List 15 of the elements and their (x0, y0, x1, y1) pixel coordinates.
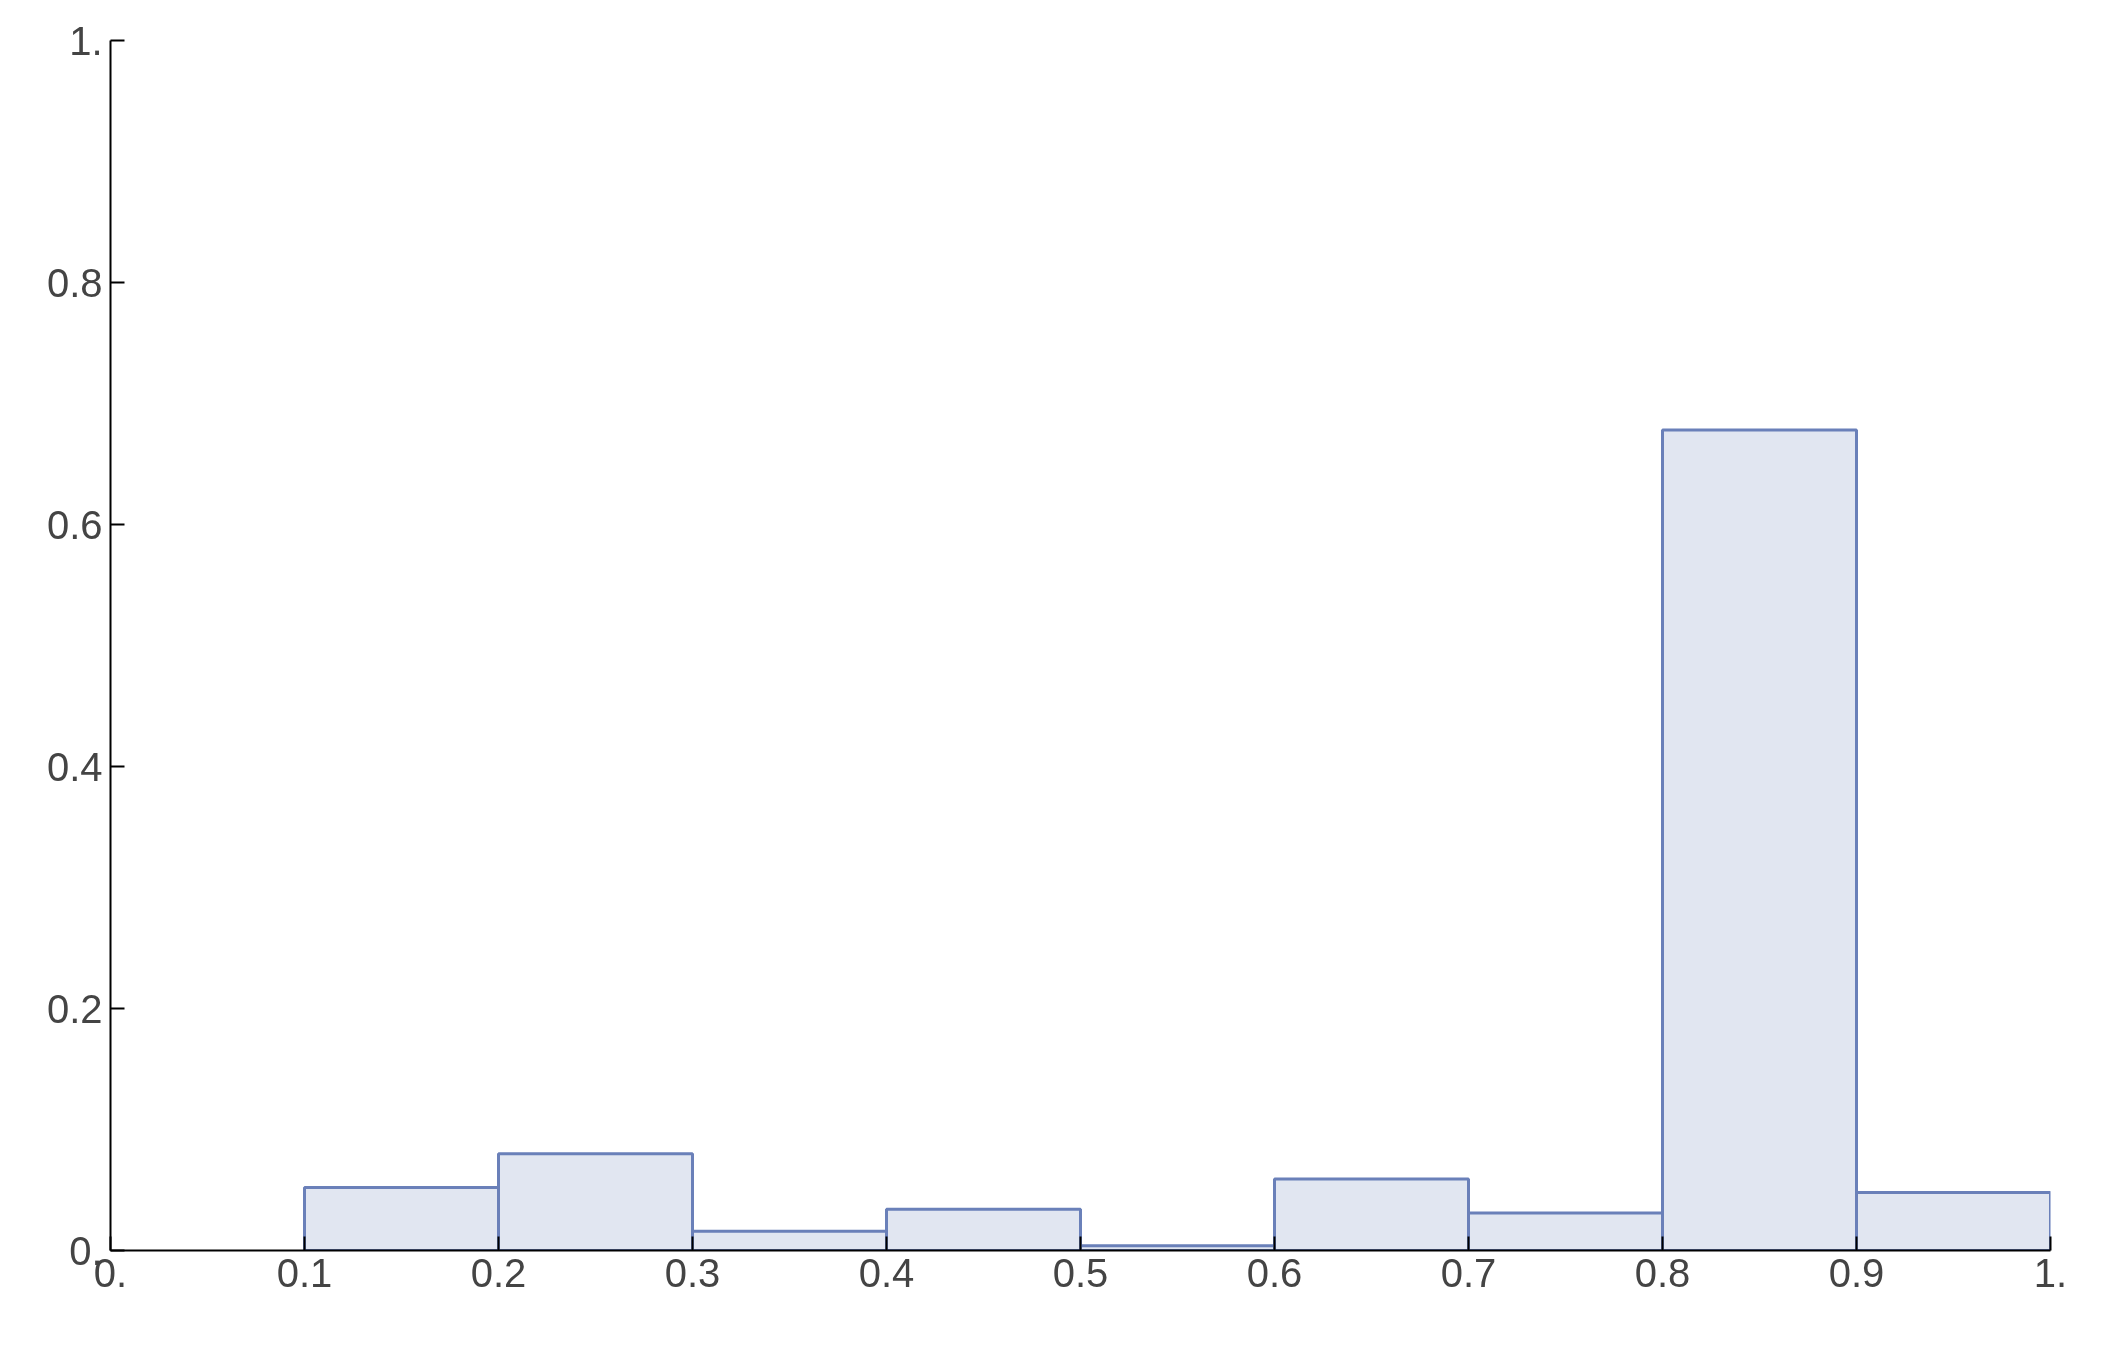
x-tick-label: 0.8 (1634, 1250, 1691, 1295)
x-tick-label: 0.2 (470, 1250, 527, 1295)
y-tick-label: 0.6 (46, 502, 103, 547)
y-tick-label: 0.2 (46, 986, 103, 1031)
x-tick-label: 0.7 (1440, 1250, 1497, 1295)
y-tick-label: 0.4 (46, 744, 103, 789)
x-tick-label: 0.4 (858, 1250, 915, 1295)
x-tick-label: 0.5 (1052, 1250, 1109, 1295)
x-tick-label: 0.3 (664, 1250, 721, 1295)
x-tick-label: 0.9 (1828, 1250, 1885, 1295)
x-tick-label: 1. (2033, 1250, 2068, 1295)
x-tick-label: 0.6 (1246, 1250, 1303, 1295)
y-tick-label: 0.8 (46, 260, 103, 305)
y-tick-label: 1. (69, 18, 103, 63)
x-tick-label: 0.1 (276, 1250, 333, 1295)
